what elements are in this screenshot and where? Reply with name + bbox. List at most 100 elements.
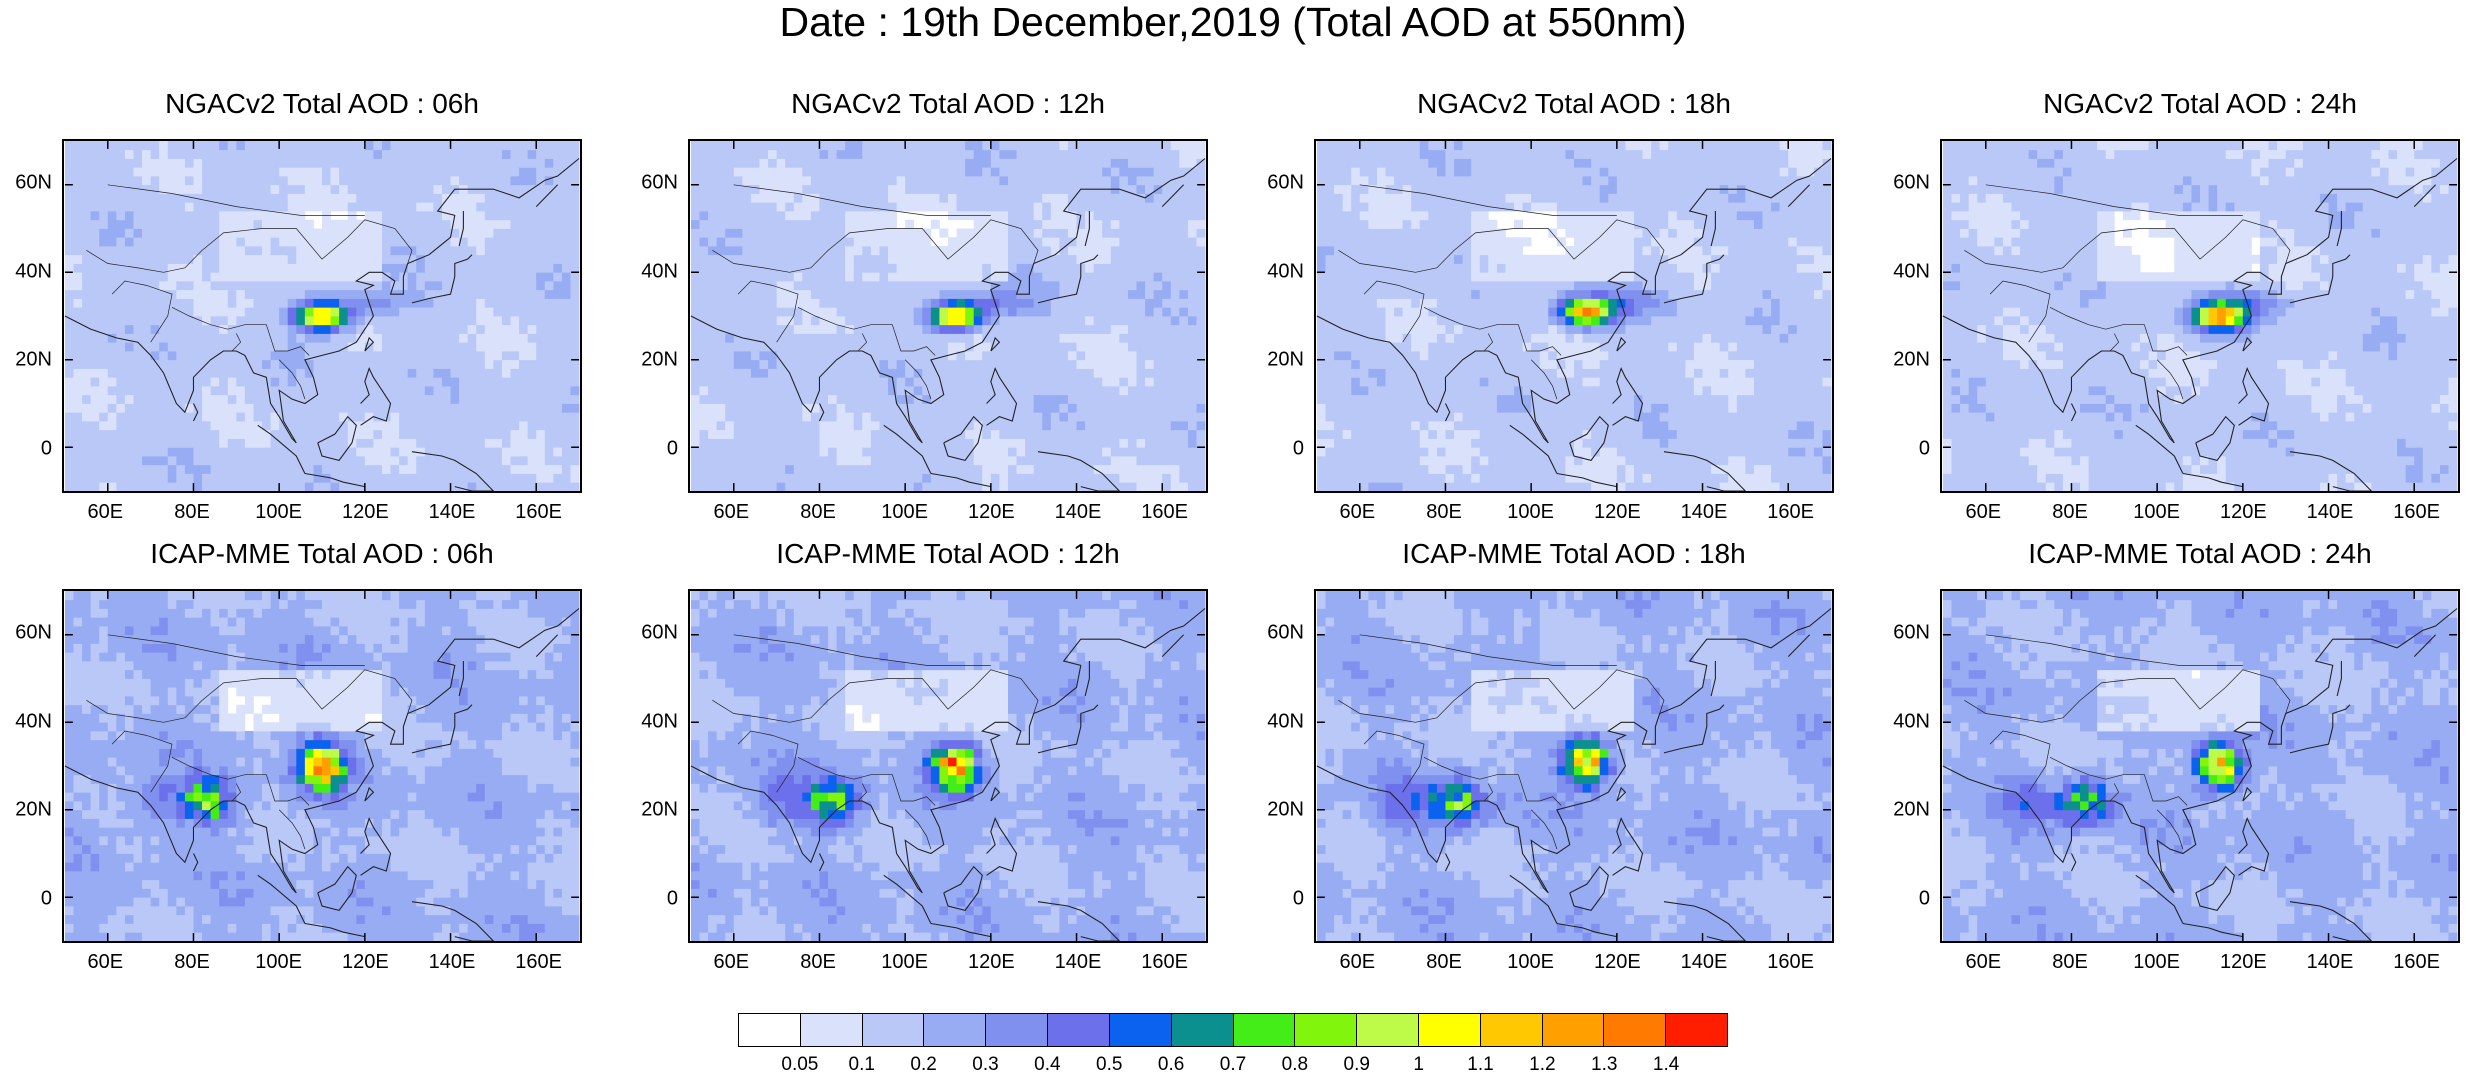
lon-tick-label: 100E [1507, 501, 1554, 524]
colorbar-label: 1.4 [1653, 1054, 1679, 1076]
lat-tick-label: 0 [667, 437, 678, 460]
colorbar-label: 0.7 [1220, 1054, 1246, 1076]
lon-tick-label: 60E [1340, 501, 1376, 524]
colorbar-swatch [924, 1014, 986, 1046]
aod-map [62, 589, 582, 943]
lat-tick-label: 60N [641, 622, 678, 645]
lon-tick-label: 60E [88, 501, 124, 524]
lon-tick-label: 120E [1594, 951, 1641, 974]
lat-tick-label: 20N [641, 349, 678, 372]
colorbar-swatch [863, 1014, 925, 1046]
lat-tick-label: 40N [1893, 710, 1930, 733]
aod-map [1940, 139, 2460, 493]
colorbar-label: 0.9 [1344, 1054, 1370, 1076]
colorbar-swatch [1295, 1014, 1357, 1046]
lat-tick-label: 60N [1893, 172, 1930, 195]
lat-tick-label: 0 [667, 887, 678, 910]
lon-tick-label: 100E [2133, 501, 2180, 524]
colorbar-swatch [1357, 1014, 1419, 1046]
lon-tick-label: 160E [2393, 501, 2440, 524]
lat-tick-label: 0 [1293, 437, 1304, 460]
lon-tick-label: 100E [255, 951, 302, 974]
panel-title: NGACv2 Total AOD : 24h [1940, 87, 2460, 121]
panel-title: NGACv2 Total AOD : 12h [688, 87, 1208, 121]
aod-map [1314, 139, 1834, 493]
lon-tick-label: 60E [1340, 951, 1376, 974]
panel-title: ICAP-MME Total AOD : 24h [1940, 537, 2460, 571]
lon-tick-label: 120E [968, 501, 1015, 524]
lon-tick-label: 60E [1966, 501, 2002, 524]
lat-tick-label: 60N [1267, 622, 1304, 645]
colorbar-label: 0.8 [1282, 1054, 1308, 1076]
lon-tick-label: 80E [800, 501, 836, 524]
lon-tick-label: 160E [1767, 501, 1814, 524]
panel-title: ICAP-MME Total AOD : 12h [688, 537, 1208, 571]
lat-tick-label: 40N [15, 260, 52, 283]
aod-map [1940, 589, 2460, 943]
colorbar-label: 1.2 [1529, 1054, 1555, 1076]
colorbar-swatch [1481, 1014, 1543, 1046]
lat-tick-label: 20N [1893, 799, 1930, 822]
panel-title: ICAP-MME Total AOD : 18h [1314, 537, 1834, 571]
lon-tick-label: 160E [515, 501, 562, 524]
panel-title: ICAP-MME Total AOD : 06h [62, 537, 582, 571]
lon-tick-label: 100E [255, 501, 302, 524]
lon-tick-label: 120E [1594, 501, 1641, 524]
lat-tick-label: 0 [41, 887, 52, 910]
lon-tick-label: 140E [1681, 501, 1728, 524]
colorbar-label: 0.4 [1034, 1054, 1060, 1076]
lat-tick-label: 20N [1267, 799, 1304, 822]
lat-tick-label: 0 [41, 437, 52, 460]
lon-tick-label: 80E [1426, 951, 1462, 974]
lon-tick-label: 120E [2220, 501, 2267, 524]
lat-tick-label: 40N [641, 260, 678, 283]
lat-tick-label: 60N [15, 172, 52, 195]
lon-tick-label: 120E [342, 501, 389, 524]
colorbar-swatch [1604, 1014, 1666, 1046]
colorbar-swatch [986, 1014, 1048, 1046]
aod-map [62, 139, 582, 493]
aod-map [688, 139, 1208, 493]
lat-tick-label: 0 [1919, 437, 1930, 460]
lat-tick-label: 60N [641, 172, 678, 195]
lon-tick-label: 160E [2393, 951, 2440, 974]
panel-title: NGACv2 Total AOD : 18h [1314, 87, 1834, 121]
lon-tick-label: 120E [968, 951, 1015, 974]
colorbar-label: 1 [1413, 1054, 1424, 1076]
colorbar-label: 0.3 [972, 1054, 998, 1076]
colorbar-swatch [1048, 1014, 1110, 1046]
colorbar-label: 0.05 [781, 1054, 818, 1076]
colorbar-swatch [1543, 1014, 1605, 1046]
colorbar-swatch [1234, 1014, 1296, 1046]
colorbar [738, 1013, 1728, 1047]
lon-tick-label: 140E [1055, 501, 1102, 524]
panel-title: NGACv2 Total AOD : 06h [62, 87, 582, 121]
lon-tick-label: 160E [1767, 951, 1814, 974]
lon-tick-label: 140E [2307, 501, 2354, 524]
lat-tick-label: 40N [641, 710, 678, 733]
lon-tick-label: 160E [1141, 501, 1188, 524]
lat-tick-label: 60N [15, 622, 52, 645]
lon-tick-label: 160E [1141, 951, 1188, 974]
aod-map [688, 589, 1208, 943]
lon-tick-label: 120E [342, 951, 389, 974]
lat-tick-label: 40N [15, 710, 52, 733]
colorbar-label: 1.1 [1467, 1054, 1493, 1076]
lon-tick-label: 140E [1681, 951, 1728, 974]
lon-tick-label: 60E [714, 951, 750, 974]
lon-tick-label: 60E [88, 951, 124, 974]
colorbar-swatch [739, 1014, 801, 1046]
lon-tick-label: 100E [1507, 951, 1554, 974]
lat-tick-label: 60N [1893, 622, 1930, 645]
lon-tick-label: 80E [2052, 951, 2088, 974]
lon-tick-label: 100E [881, 951, 928, 974]
lon-tick-label: 80E [1426, 501, 1462, 524]
lon-tick-label: 140E [429, 501, 476, 524]
